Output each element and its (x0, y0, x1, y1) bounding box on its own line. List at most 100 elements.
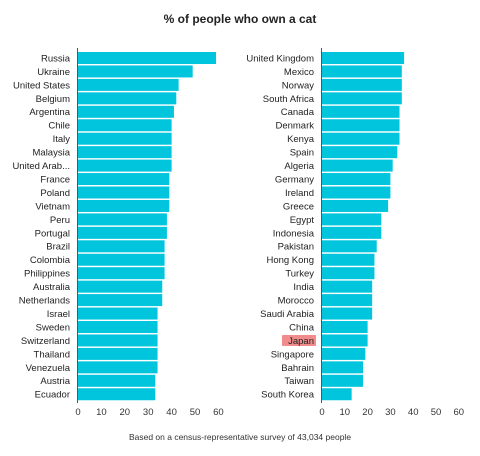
bar-australia (78, 280, 163, 293)
category-label-sweden: Sweden (36, 322, 70, 333)
bar-mexico (322, 65, 402, 78)
category-label-hong-kong: Hong Kong (266, 255, 314, 266)
category-label-ecuador: Ecuador (35, 390, 70, 401)
category-label-belgium: Belgium (36, 94, 70, 105)
category-label-morocco: Morocco (278, 296, 314, 307)
bar-egypt (322, 213, 382, 226)
category-label-spain: Spain (290, 148, 314, 159)
bar-spain (322, 146, 398, 159)
bar-bahrain (322, 361, 364, 374)
x-tick-label-2-10: 10 (340, 407, 351, 418)
bar-greece (322, 199, 389, 212)
bar-malaysia (78, 146, 172, 159)
category-label-united-states: United States (13, 80, 70, 91)
bar-turkey (322, 267, 375, 280)
category-label-france: France (40, 174, 70, 185)
bar-ukraine (78, 65, 193, 78)
category-label-china: China (289, 322, 315, 333)
category-label-indonesia: Indonesia (273, 228, 315, 239)
chart-title: % of people who own a cat (163, 12, 317, 26)
category-label-peru: Peru (50, 215, 70, 226)
category-label-italy: Italy (53, 134, 71, 145)
bar-austria (78, 374, 156, 387)
category-label-portugal: Portugal (35, 228, 70, 239)
highlight-box-japan (282, 334, 316, 346)
bar-colombia (78, 253, 165, 266)
category-label-colombia: Colombia (30, 255, 71, 266)
category-label-united-arab: United Arab... (12, 161, 70, 172)
category-label-mexico: Mexico (284, 67, 314, 78)
category-label-vietnam: Vietnam (35, 201, 70, 212)
category-label-brazil: Brazil (46, 242, 70, 253)
category-label-taiwan: Taiwan (284, 376, 314, 387)
bar-pakistan (322, 240, 377, 253)
category-label-chile: Chile (48, 121, 70, 132)
bar-india (322, 280, 373, 293)
bar-kenya (322, 132, 400, 145)
x-tick-label-1-60: 60 (213, 407, 224, 418)
bar-united-kingdom (322, 52, 405, 64)
category-label-argentina: Argentina (29, 107, 70, 118)
category-label-egypt: Egypt (290, 215, 315, 226)
category-label-south-africa: South Africa (263, 94, 315, 105)
category-label-norway: Norway (282, 80, 314, 91)
bar-sweden (78, 321, 158, 333)
bar-singapore (322, 347, 366, 360)
category-label-austria: Austria (40, 376, 70, 387)
category-label-switzerland: Switzerland (21, 336, 70, 347)
category-label-united-kingdom: United Kingdom (246, 53, 314, 64)
bar-poland (78, 186, 170, 199)
x-tick-label-2-60: 60 (454, 407, 465, 418)
category-label-bahrain: Bahrain (281, 363, 314, 374)
x-tick-label-2-0: 0 (319, 407, 324, 418)
bar-thailand (78, 347, 158, 360)
x-tick-label-2-40: 40 (408, 407, 419, 418)
category-label-denmark: Denmark (275, 121, 314, 132)
bar-switzerland (78, 334, 158, 347)
category-label-australia: Australia (33, 282, 71, 293)
category-label-venezuela: Venezuela (26, 363, 71, 374)
x-tick-label-2-50: 50 (431, 407, 442, 418)
x-tick-label-1-20: 20 (120, 407, 131, 418)
x-tick-label-1-0: 0 (75, 407, 80, 418)
category-label-south-korea: South Korea (261, 390, 315, 401)
category-label-thailand: Thailand (34, 349, 70, 360)
bar-vietnam (78, 199, 170, 212)
bar-netherlands (78, 294, 163, 307)
bar-chile (78, 119, 172, 132)
bar-norway (322, 78, 402, 91)
bar-ireland (322, 186, 391, 199)
bar-saudi-arabia (322, 307, 373, 320)
x-tick-label-1-10: 10 (96, 407, 107, 418)
bar-peru (78, 213, 167, 226)
x-tick-label-2-20: 20 (362, 407, 373, 418)
bar-canada (322, 105, 400, 118)
bar-brazil (78, 240, 165, 253)
category-label-india: India (293, 282, 314, 293)
x-tick-label-1-40: 40 (166, 407, 177, 418)
bar-south-africa (322, 92, 402, 105)
x-tick-label-2-30: 30 (385, 407, 396, 418)
bar-algeria (322, 159, 393, 172)
category-label-greece: Greece (283, 201, 314, 212)
bar-belgium (78, 92, 177, 105)
chart-caption: Based on a census-representative survey … (128, 432, 352, 442)
bar-denmark (322, 119, 400, 132)
category-label-canada: Canada (281, 107, 315, 118)
bar-philippines (78, 267, 165, 280)
category-label-saudi-arabia: Saudi Arabia (260, 309, 315, 320)
category-label-ukraine: Ukraine (37, 67, 70, 78)
category-label-netherlands: Netherlands (19, 296, 70, 307)
category-label-germany: Germany (275, 174, 314, 185)
bar-ecuador (78, 388, 156, 401)
bar-venezuela (78, 361, 158, 374)
bar-indonesia (322, 226, 382, 239)
bar-south-korea (322, 388, 352, 401)
category-label-kenya: Kenya (287, 134, 315, 145)
bar-morocco (322, 294, 373, 307)
category-label-japan: Japan (288, 336, 314, 347)
category-label-philippines: Philippines (24, 269, 70, 280)
bar-taiwan (322, 374, 364, 387)
category-label-poland: Poland (40, 188, 70, 199)
